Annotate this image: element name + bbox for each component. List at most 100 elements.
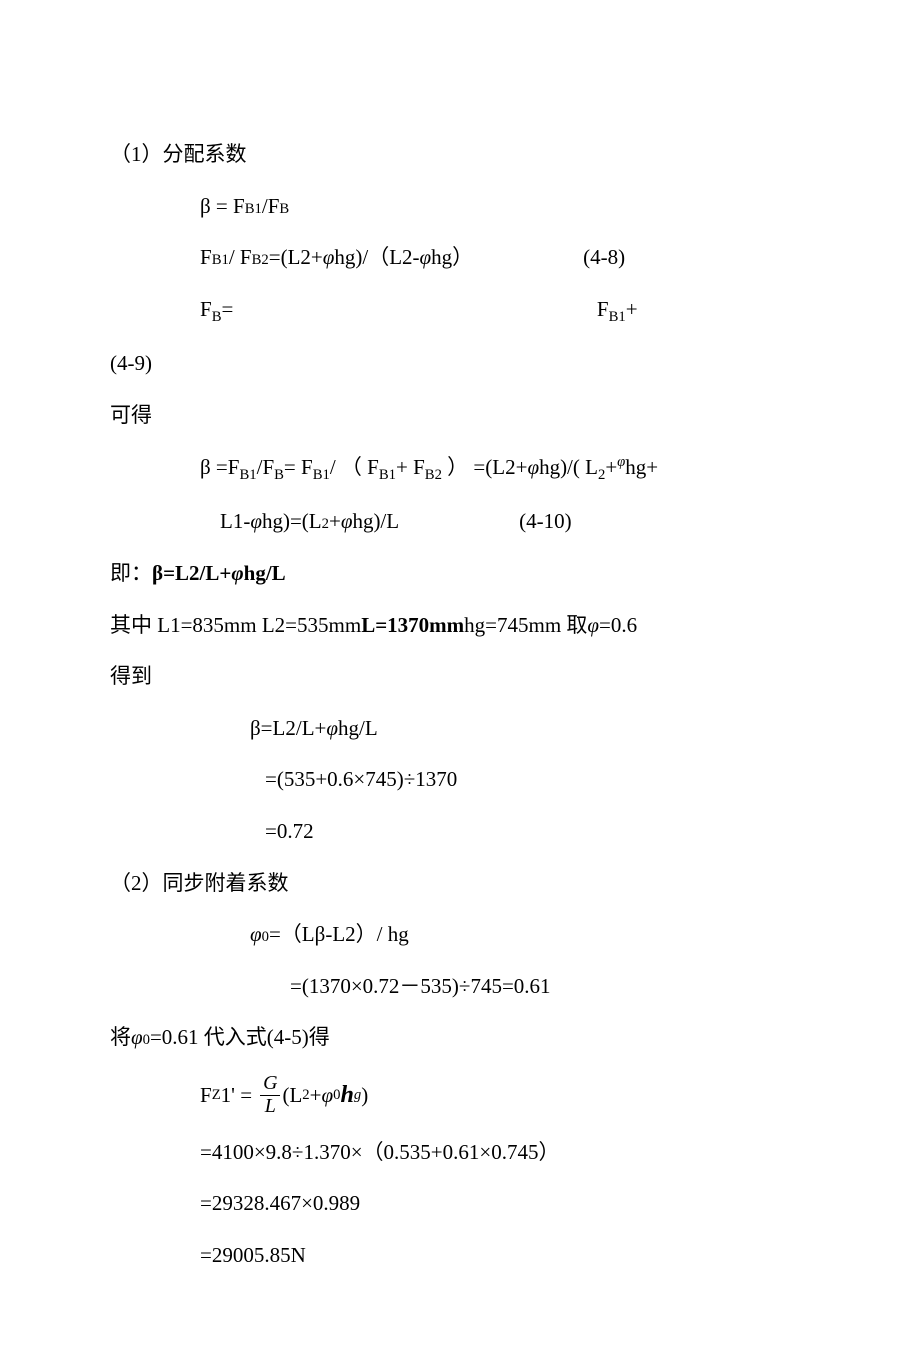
section2-title: （2）同步附着系数 bbox=[110, 867, 920, 901]
calc3: =0.72 bbox=[110, 815, 920, 849]
t: hg+ bbox=[625, 455, 658, 479]
t: =29005.85N bbox=[200, 1239, 306, 1273]
t: ） =(L2+ bbox=[442, 455, 528, 479]
sub: B bbox=[274, 467, 284, 483]
t: =(L2+ bbox=[269, 241, 323, 275]
eq-4-12: φ0=（Lβ-L2）/ hg (4-12) bbox=[110, 918, 920, 952]
phi: φ bbox=[321, 1079, 333, 1113]
sub: g bbox=[354, 1084, 361, 1108]
t: 1' = bbox=[221, 1079, 252, 1113]
sub: Z bbox=[212, 1084, 221, 1108]
sub: 0 bbox=[262, 926, 269, 950]
t: 可得 bbox=[110, 399, 152, 433]
eqnum: (4-8) bbox=[583, 241, 625, 275]
kede: 可得 bbox=[110, 399, 920, 433]
phi: φ bbox=[131, 1021, 143, 1055]
sub: 0 bbox=[143, 1029, 150, 1053]
t: 其中 L1=835mm L2=535mm bbox=[110, 609, 361, 643]
h: h bbox=[340, 1076, 353, 1115]
text: （1）分配系数 bbox=[110, 138, 247, 172]
sub: B2 bbox=[425, 467, 442, 483]
phi: φ bbox=[231, 561, 243, 585]
t: β = F bbox=[200, 190, 245, 224]
t: F bbox=[200, 241, 212, 275]
eqnum: (4-10) bbox=[519, 505, 571, 539]
eqnum: (4-9) bbox=[110, 347, 152, 381]
t: F bbox=[200, 1079, 212, 1113]
eq-4-9: FB= FB1+ FB2 bbox=[110, 293, 920, 330]
sub: B1 bbox=[313, 467, 330, 483]
c1: =4100×9.8÷1.370×（0.535+0.61×0.745） bbox=[110, 1136, 920, 1170]
c2: =29328.467×0.989 bbox=[110, 1187, 920, 1221]
t: hg)=(L bbox=[262, 505, 322, 539]
sub: B1 bbox=[245, 198, 262, 222]
t: / （ F bbox=[330, 455, 379, 479]
t: /F bbox=[257, 455, 275, 479]
phi: φ bbox=[250, 918, 262, 952]
den: L bbox=[262, 1096, 279, 1118]
eq-4-10-l2: L1-φhg)=(L2+ φhg)/L (4-10) bbox=[110, 505, 920, 539]
sub: 2 bbox=[322, 513, 329, 537]
t: β=L2/L+ bbox=[250, 712, 326, 746]
t: =0.6 bbox=[599, 609, 637, 643]
sub: B1 bbox=[239, 467, 256, 483]
calc2: =(535+0.6×745)÷1370 bbox=[110, 763, 920, 797]
t: + bbox=[329, 505, 341, 539]
t: hg)/( L bbox=[539, 455, 598, 479]
section1-title: （1）分配系数 bbox=[110, 138, 920, 172]
t: + F bbox=[396, 455, 425, 479]
sub: B bbox=[212, 309, 222, 325]
t: hg)/（L2- bbox=[334, 241, 419, 275]
t: F bbox=[200, 297, 212, 321]
t: hg)/L bbox=[352, 505, 399, 539]
phi: φ bbox=[323, 241, 335, 275]
t: hg=745mm 取 bbox=[464, 609, 587, 643]
t: / F bbox=[229, 241, 252, 275]
t: hg/L bbox=[338, 712, 378, 746]
t: =0.72 bbox=[265, 815, 314, 849]
t: + bbox=[605, 455, 617, 479]
t: =（Lβ-L2）/ hg bbox=[269, 918, 409, 952]
t: =4100×9.8÷1.370×（0.535+0.61×0.745） bbox=[200, 1136, 560, 1170]
sub: B bbox=[279, 198, 289, 222]
phi: φ bbox=[250, 505, 262, 539]
t: = F bbox=[284, 455, 313, 479]
phi: φ bbox=[341, 505, 353, 539]
c3: =29005.85N bbox=[110, 1239, 920, 1273]
eq-4-12-calc: =(1370×0.72－535)÷745=0.61 bbox=[110, 970, 920, 1004]
t: L1- bbox=[220, 505, 250, 539]
t: =29328.467×0.989 bbox=[200, 1187, 360, 1221]
phi: φ bbox=[527, 455, 539, 479]
t: ) bbox=[361, 1079, 368, 1113]
dedao: 得到 bbox=[110, 660, 920, 694]
eq-4-7: β = FB1/FB (4-7) bbox=[110, 190, 920, 224]
sub: B1 bbox=[379, 467, 396, 483]
t: 将 bbox=[110, 1021, 131, 1055]
sub: 0 bbox=[333, 1084, 340, 1108]
phi: φ bbox=[326, 712, 338, 746]
eq-4-8: FB1/ FB2=(L2+φhg)/（L2-φhg） (4-8) bbox=[110, 241, 920, 275]
t: 得到 bbox=[110, 660, 152, 694]
t: (L bbox=[282, 1079, 302, 1113]
sub: B1 bbox=[212, 249, 229, 273]
fraction: G L bbox=[260, 1073, 280, 1118]
t: /F bbox=[262, 190, 280, 224]
t: F bbox=[597, 297, 609, 321]
t: + bbox=[626, 297, 638, 321]
t: = bbox=[221, 297, 233, 321]
t: =(1370×0.72－535)÷745=0.61 bbox=[290, 970, 551, 1004]
t: hg） bbox=[431, 241, 473, 275]
t: β=L2/L+ bbox=[152, 561, 231, 585]
sub: 2 bbox=[302, 1084, 309, 1108]
t: β =F bbox=[200, 455, 239, 479]
t: + bbox=[310, 1079, 322, 1113]
params: 其中 L1=835mm L2=535mm L=1370mm hg=745mm 取… bbox=[110, 609, 920, 643]
phi: φ bbox=[587, 609, 599, 643]
t: hg/L bbox=[244, 561, 286, 585]
bold: L=1370mm bbox=[361, 609, 464, 643]
label: 即： bbox=[110, 557, 152, 591]
substitute: 将φ0=0.61 代入式(4-5)得 bbox=[110, 1021, 920, 1055]
eq-4-11: 即： β=L2/L+φhg/L (4-11) bbox=[110, 557, 920, 591]
eq-4-9-num: (4-9) bbox=[110, 347, 920, 381]
phi: φ bbox=[420, 241, 432, 275]
